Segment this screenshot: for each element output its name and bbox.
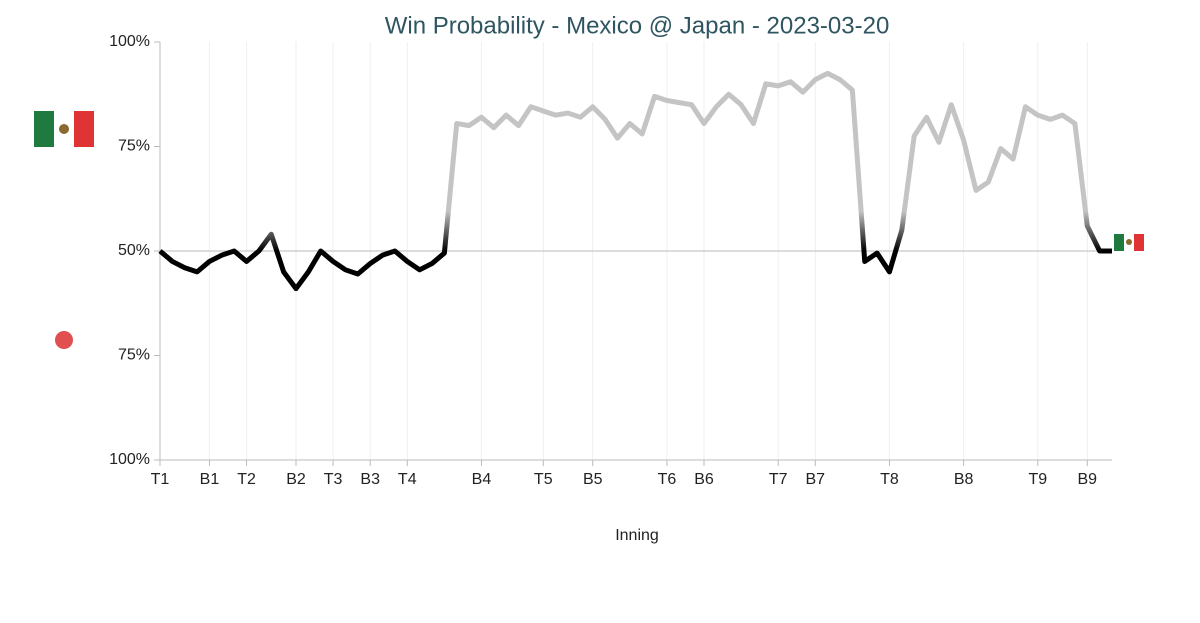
x-tick-label: T4 (398, 471, 417, 488)
x-axis-label: Inning (615, 527, 659, 544)
mexico-flag (34, 111, 94, 147)
win-probability-line (158, 70, 1112, 292)
x-tick-label: B7 (805, 471, 825, 488)
x-tick-label: T2 (237, 471, 256, 488)
x-tick-label: B4 (472, 471, 492, 488)
x-tick-label: B3 (360, 471, 380, 488)
x-tick-label: B8 (954, 471, 974, 488)
y-tick-label: 50% (118, 242, 150, 259)
x-tick-label: T1 (151, 471, 170, 488)
x-tick-label: T8 (880, 471, 899, 488)
y-tick-label: 75% (118, 347, 150, 364)
x-tick-label: T3 (324, 471, 343, 488)
x-tick-label: T7 (769, 471, 788, 488)
end-flag (1114, 234, 1144, 251)
x-tick-label: B6 (694, 471, 714, 488)
x-tick-label: B1 (200, 471, 220, 488)
x-tick-label: B9 (1077, 471, 1097, 488)
japan-marker (55, 331, 73, 349)
y-tick-label: 100% (109, 33, 150, 50)
x-tick-label: B2 (286, 471, 306, 488)
x-tick-label: T5 (534, 471, 553, 488)
x-tick-label: B5 (583, 471, 603, 488)
y-tick-label: 100% (109, 451, 150, 468)
y-tick-label: 75% (118, 138, 150, 155)
x-tick-label: T9 (1028, 471, 1047, 488)
chart-title: Win Probability - Mexico @ Japan - 2023-… (385, 12, 890, 39)
x-tick-label: T6 (658, 471, 677, 488)
